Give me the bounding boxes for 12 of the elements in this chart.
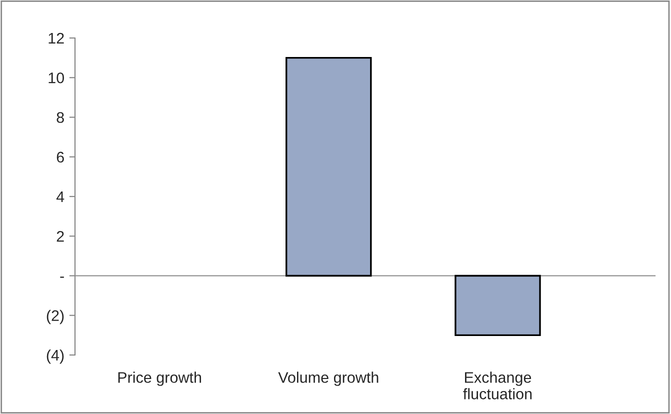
y-tick-label: -: [60, 276, 64, 278]
y-tick-label: 4: [56, 192, 64, 202]
y-tick-label: 8: [56, 112, 64, 123]
y-tick-label: (2): [46, 310, 64, 324]
x-tick-label: Exchange fluctuation: [463, 372, 532, 400]
y-tick-label: 6: [56, 152, 64, 163]
y-tick-label: 10: [48, 72, 64, 84]
x-tick-label: Volume growth: [278, 372, 378, 386]
x-tick-label: Price growth: [118, 372, 202, 386]
y-tick-label: (4): [46, 349, 64, 364]
y-tick-label: 12: [48, 32, 64, 44]
y-tick-label: 2: [56, 230, 64, 242]
